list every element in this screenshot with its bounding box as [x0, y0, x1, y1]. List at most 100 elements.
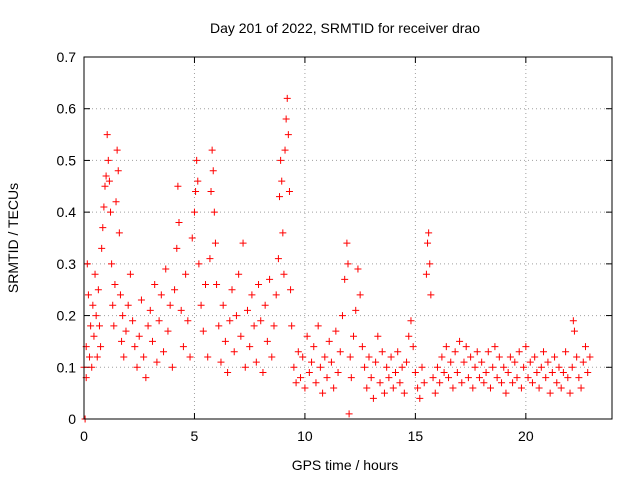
y-tick-label: 0.2	[57, 308, 77, 324]
data-point	[105, 177, 113, 185]
data-point	[237, 332, 245, 340]
data-point	[259, 368, 267, 376]
data-point	[174, 182, 182, 190]
data-point	[570, 327, 578, 335]
data-points	[80, 94, 594, 423]
data-point	[513, 374, 521, 382]
data-point	[210, 208, 218, 216]
data-point	[126, 270, 134, 278]
data-point	[192, 187, 200, 195]
data-point	[97, 343, 105, 351]
data-point	[113, 146, 121, 154]
data-point	[460, 358, 468, 366]
data-point	[294, 348, 302, 356]
data-point	[405, 332, 413, 340]
data-point	[274, 255, 282, 263]
data-point	[502, 389, 510, 397]
data-point	[424, 239, 432, 247]
data-point	[575, 374, 583, 382]
data-point	[88, 363, 96, 371]
data-point	[146, 306, 154, 314]
data-point	[420, 379, 428, 387]
plot-frame	[83, 56, 613, 420]
data-point	[166, 301, 174, 309]
data-point	[281, 146, 289, 154]
data-point	[91, 270, 99, 278]
data-point	[403, 358, 411, 366]
data-point	[555, 363, 563, 371]
data-point	[363, 384, 371, 392]
data-point	[445, 374, 453, 382]
data-point	[155, 317, 163, 325]
data-point	[190, 208, 198, 216]
data-point	[559, 368, 567, 376]
data-point	[500, 363, 508, 371]
data-point	[276, 193, 284, 201]
y-axis-label: SRMTID / TECUs	[5, 183, 21, 293]
data-point	[224, 368, 232, 376]
data-point	[557, 384, 565, 392]
data-point	[129, 317, 137, 325]
data-point	[98, 244, 106, 252]
data-point	[118, 337, 126, 345]
data-point	[498, 379, 506, 387]
x-tick-label: 10	[297, 428, 313, 444]
data-point	[411, 368, 419, 376]
data-point	[314, 322, 322, 330]
data-point	[573, 353, 581, 361]
y-tick-label: 0.1	[57, 359, 77, 375]
data-point	[323, 374, 331, 382]
data-point	[352, 306, 360, 314]
data-point	[188, 234, 196, 242]
data-point	[182, 270, 190, 278]
data-point	[442, 343, 450, 351]
data-point	[544, 358, 552, 366]
y-tick-label: 0.5	[57, 152, 77, 168]
data-point	[319, 389, 327, 397]
data-point	[263, 337, 271, 345]
data-point	[104, 156, 112, 164]
data-point	[396, 379, 404, 387]
data-point	[103, 131, 111, 139]
data-point	[288, 322, 296, 330]
data-point	[347, 374, 355, 382]
data-point	[248, 291, 256, 299]
data-point	[197, 301, 205, 309]
data-point	[204, 353, 212, 361]
data-point	[344, 260, 352, 268]
data-point	[312, 379, 320, 387]
data-point	[246, 343, 254, 351]
data-point	[438, 353, 446, 361]
data-point	[520, 363, 528, 371]
data-point	[453, 368, 461, 376]
data-point	[144, 322, 152, 330]
data-point	[431, 389, 439, 397]
data-point	[305, 368, 313, 376]
data-point	[179, 343, 187, 351]
data-point	[367, 374, 375, 382]
data-point	[358, 343, 366, 351]
data-point	[108, 260, 116, 268]
data-point	[153, 358, 161, 366]
data-point	[407, 317, 415, 325]
data-point	[540, 348, 548, 356]
data-point	[268, 353, 276, 361]
axis-ticks: 0 0.1 0.2 0.3 0.4 0.5 0.6 0.7 0 5 10 15 20	[57, 49, 612, 444]
data-point	[221, 337, 229, 345]
data-point	[548, 368, 556, 376]
data-point	[92, 312, 100, 320]
data-point	[232, 312, 240, 320]
data-point	[584, 368, 592, 376]
data-point	[111, 281, 119, 289]
data-point	[568, 363, 576, 371]
data-point	[168, 363, 176, 371]
data-point	[101, 182, 109, 190]
data-point	[383, 363, 391, 371]
data-point	[280, 270, 288, 278]
data-point	[284, 131, 292, 139]
data-point	[369, 394, 377, 402]
data-point	[562, 348, 570, 356]
data-point	[93, 353, 101, 361]
data-point	[110, 322, 118, 330]
data-point	[308, 358, 316, 366]
